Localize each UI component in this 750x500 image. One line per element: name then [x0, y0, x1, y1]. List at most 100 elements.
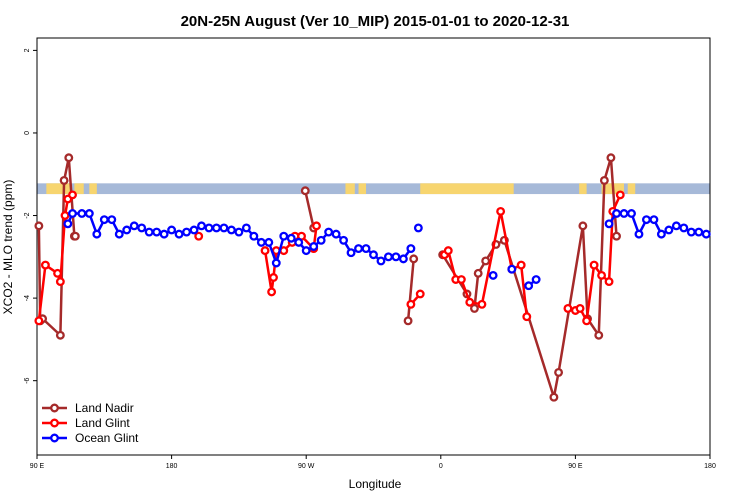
- ocean-glint-point: [507, 264, 517, 274]
- ocean-glint-point: [144, 227, 154, 237]
- legend-marker: [50, 433, 59, 443]
- ocean-glint-point: [226, 225, 236, 235]
- y-axis: 2 0 -2 -4 -6: [24, 48, 37, 384]
- land-glint-point: [522, 312, 532, 322]
- x-tick-label: 180: [166, 463, 178, 470]
- x-axis: 90 E 180 90 W 0 90 E 180: [30, 455, 716, 470]
- land-nadir-point: [403, 316, 413, 326]
- land-glint-point: [415, 289, 425, 299]
- ocean-glint-point: [219, 223, 229, 233]
- map-land: [627, 183, 636, 195]
- ocean-glint-point: [68, 209, 77, 218]
- land-glint-point: [34, 316, 44, 326]
- ocean-glint-point: [612, 209, 621, 218]
- land-glint-point: [60, 211, 70, 220]
- land-nadir-line: [304, 190, 315, 229]
- land-nadir-point: [599, 175, 609, 185]
- ocean-glint-point: [649, 215, 659, 225]
- ocean-glint-point: [129, 221, 139, 231]
- land-glint-point: [575, 303, 585, 313]
- ocean-glint-point: [114, 229, 124, 239]
- land-glint-point: [563, 303, 573, 313]
- ocean-glint-point: [656, 229, 666, 239]
- ocean-glint-point: [294, 237, 304, 247]
- land-nadir-point: [34, 221, 44, 231]
- x-axis-label: Longitude: [349, 477, 402, 491]
- x-tick-label: 180: [704, 463, 716, 470]
- ocean-glint-point: [398, 254, 408, 264]
- series-layer: [34, 153, 711, 402]
- land-glint-point: [55, 277, 65, 287]
- map-land: [420, 183, 514, 195]
- series-ocean-glint: [63, 209, 711, 291]
- land-glint-point: [597, 270, 607, 280]
- ocean-glint-point: [271, 258, 281, 268]
- ocean-glint-point: [391, 252, 401, 262]
- ocean-glint-point: [84, 209, 94, 218]
- land-glint-point: [267, 287, 277, 297]
- land-nadir-point: [473, 268, 483, 278]
- ocean-glint-point: [634, 229, 644, 239]
- ocean-glint-point: [324, 227, 334, 237]
- map-land: [46, 183, 71, 195]
- land-nadir-point: [549, 392, 559, 402]
- land-glint-point: [496, 206, 506, 216]
- map-land: [345, 183, 355, 195]
- map-land: [89, 183, 97, 195]
- land-nadir-point: [409, 254, 419, 264]
- land-glint-point: [477, 299, 487, 309]
- ocean-glint-point: [686, 227, 696, 237]
- land-glint-point: [615, 190, 625, 200]
- legend-marker: [50, 403, 59, 413]
- land-nadir-point: [594, 330, 604, 340]
- ocean-glint-point: [641, 215, 651, 225]
- land-glint-line: [263, 225, 318, 294]
- map-band: [37, 183, 710, 195]
- ocean-glint-point: [92, 229, 102, 239]
- ocean-glint-point: [384, 252, 393, 262]
- ocean-glint-point: [197, 221, 206, 231]
- land-glint-point: [68, 190, 77, 200]
- ocean-glint-point: [406, 244, 416, 254]
- ocean-glint-point: [361, 244, 371, 254]
- land-glint-point: [582, 316, 592, 326]
- map-land: [579, 183, 587, 195]
- y-tick-label: 2: [24, 48, 31, 52]
- ocean-glint-point: [189, 225, 199, 235]
- land-nadir-point: [70, 231, 80, 241]
- land-nadir-point: [481, 256, 491, 266]
- ocean-glint-point: [286, 233, 296, 243]
- land-glint-line: [443, 210, 529, 317]
- ocean-glint-point: [249, 231, 259, 241]
- land-nadir-point: [606, 153, 616, 163]
- land-nadir-point: [612, 231, 621, 241]
- land-glint-point: [456, 275, 466, 284]
- ocean-glint-point: [63, 219, 73, 229]
- y-tick-label: -6: [24, 377, 31, 383]
- y-axis-label: XCO2 - MLO trend (ppm): [1, 180, 15, 315]
- ocean-glint-point: [701, 229, 711, 239]
- x-tick-label: 90 E: [568, 463, 583, 470]
- land-glint-point: [516, 260, 526, 270]
- legend-item-land-nadir: Land Nadir: [42, 401, 134, 415]
- plot-frame: [36, 37, 711, 456]
- ocean-glint-point: [369, 250, 378, 260]
- legend-item-land-glint: Land Glint: [42, 416, 130, 430]
- land-nadir-point: [55, 330, 65, 340]
- land-nadir-line: [406, 258, 415, 321]
- land-glint-point: [443, 246, 453, 256]
- land-glint-point: [194, 231, 204, 241]
- ocean-glint-point: [99, 215, 109, 225]
- ocean-glint-point: [167, 225, 177, 235]
- y-tick-label: -4: [24, 295, 31, 301]
- ocean-glint-point: [413, 223, 423, 233]
- legend-marker: [50, 418, 59, 428]
- ocean-glint-point: [679, 223, 689, 233]
- ocean-glint-point: [316, 235, 326, 245]
- land-glint-point: [260, 246, 270, 256]
- land-glint-point: [312, 221, 321, 231]
- ocean-glint-point: [241, 223, 251, 233]
- ocean-glint-point: [694, 227, 704, 237]
